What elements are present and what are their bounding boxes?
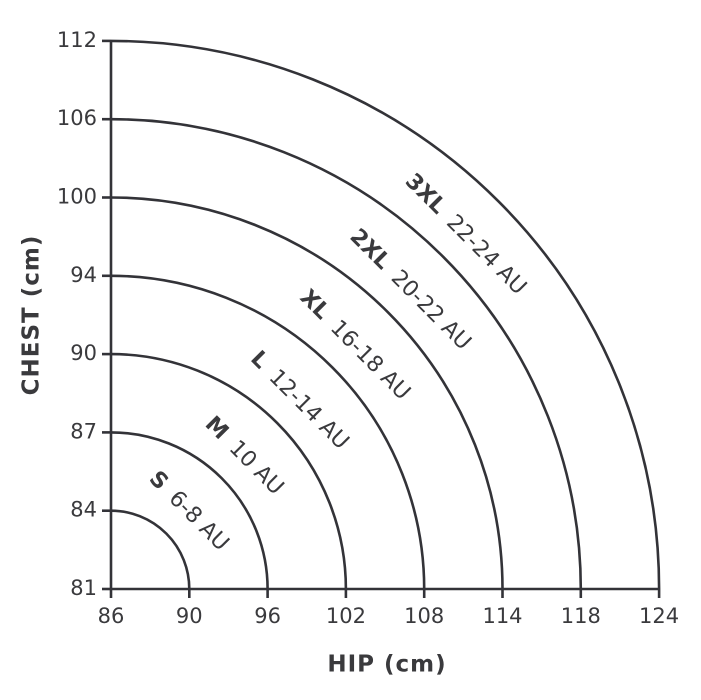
size-range: 16-18 AU [325,315,415,405]
size-name: 3XL [400,169,450,219]
size-label: S6-8 AU [144,466,234,556]
y-tick-label: 90 [70,341,97,365]
y-tick-label: 87 [70,419,97,443]
x-tick-label: 118 [561,604,601,628]
size-name: L [245,346,273,374]
x-axis-title: HIP (cm) [327,652,446,678]
size-name: M [200,412,233,445]
size-label: XL16-18 AU [295,285,415,405]
y-tick-label: 81 [70,576,97,600]
x-tick-label: 102 [326,604,366,628]
size-label: M10 AU [200,412,288,500]
y-tick-label: 112 [57,28,97,52]
size-arc [110,352,348,590]
y-axis-title: CHEST (cm) [19,235,45,396]
x-tick-label: 114 [482,604,522,628]
y-tick-label: 100 [57,185,97,209]
size-arc [110,274,426,590]
x-tick-label: 124 [639,604,679,628]
y-tick-label: 106 [57,106,97,130]
size-label: L12-14 AU [245,346,353,454]
size-range: 22-24 AU [441,210,531,300]
size-name: S [144,466,173,495]
size-name: 2XL [345,224,395,274]
size-arc [110,509,191,590]
size-arc [110,39,661,590]
x-tick-label: 96 [254,604,281,628]
y-tick-label: 94 [70,263,97,287]
size-name: XL [295,285,335,325]
x-tick-label: 108 [404,604,444,628]
size-range: 6-8 AU [164,486,234,556]
size-arc [110,196,504,590]
size-range: 12-14 AU [264,365,354,455]
x-tick-label: 86 [98,604,125,628]
x-tick-label: 90 [176,604,203,628]
y-tick-label: 84 [70,498,97,522]
size-arc [110,117,583,590]
size-arc [110,431,269,590]
